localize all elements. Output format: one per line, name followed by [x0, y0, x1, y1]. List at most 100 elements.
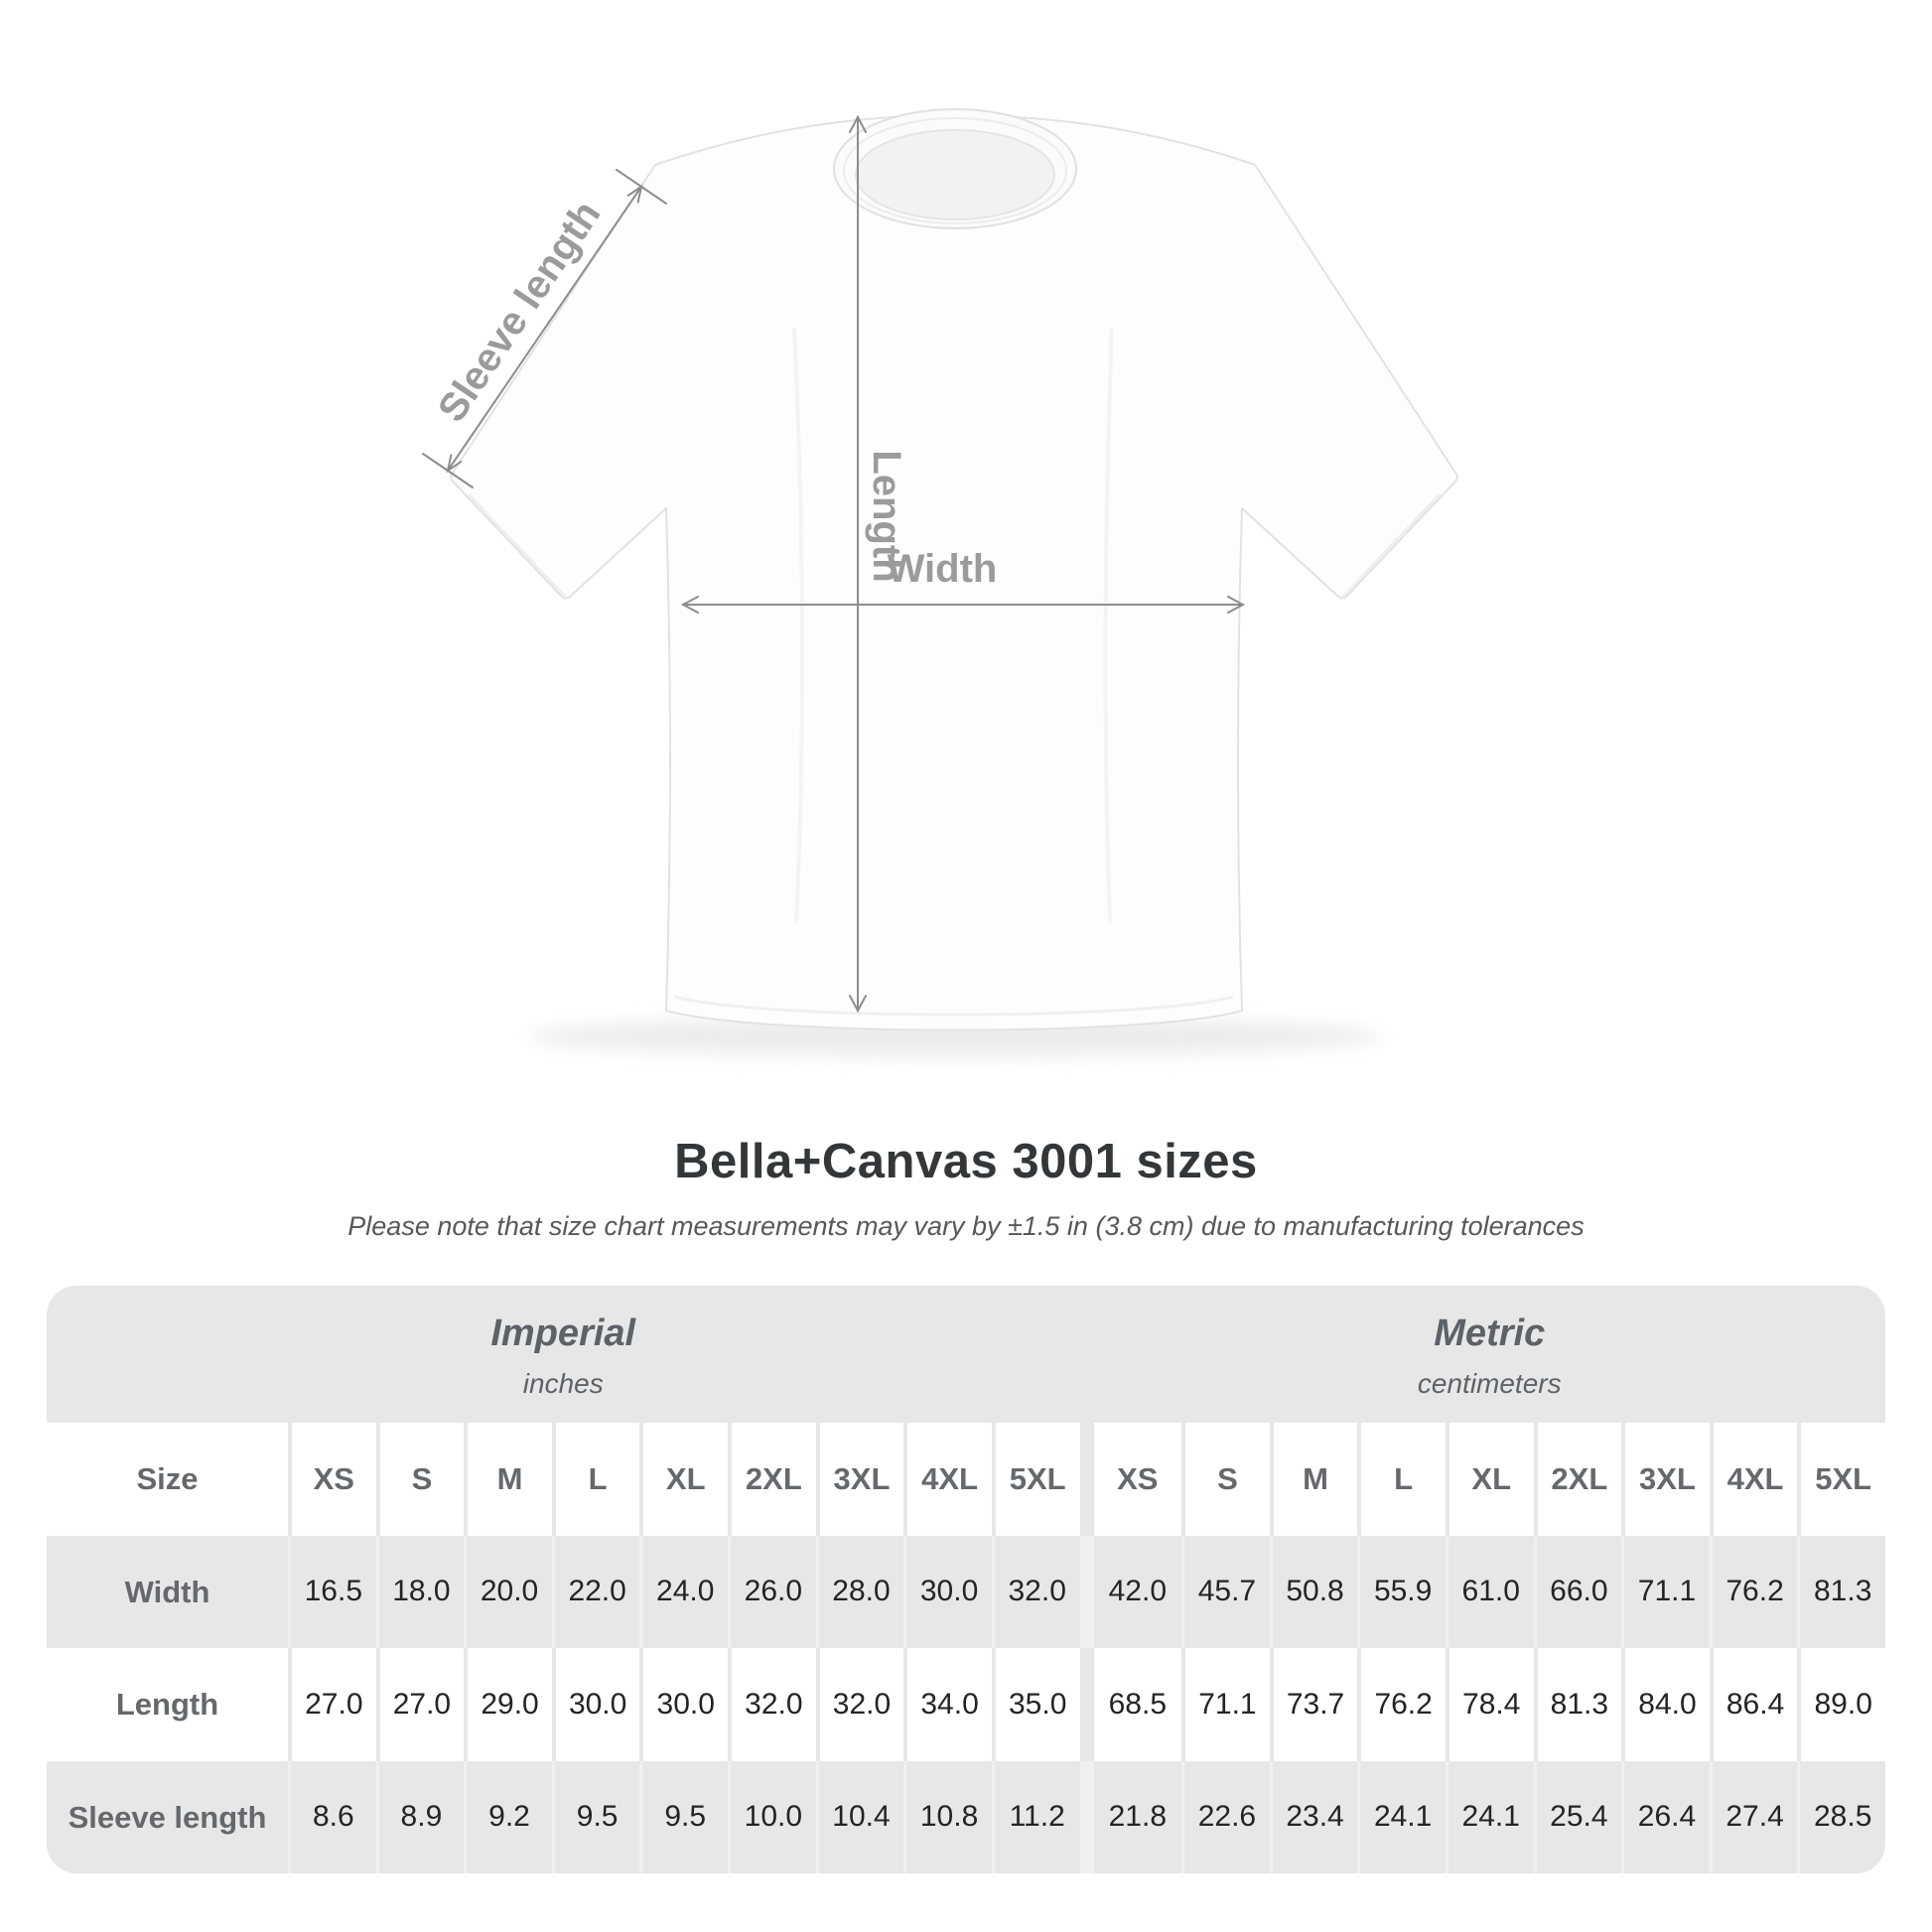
row-label: Sleeve length [47, 1760, 288, 1873]
metric-value-cell: 78.4 [1445, 1648, 1534, 1761]
metric-value-cell: 86.4 [1709, 1648, 1798, 1761]
imperial-value-cell: 18.0 [375, 1535, 465, 1648]
imperial-value-cell: 27.0 [288, 1648, 376, 1761]
size-header-cell: 5XL [1797, 1423, 1885, 1536]
imperial-value-cell: 28.0 [815, 1535, 904, 1648]
imperial-value-cell: 10.4 [815, 1760, 904, 1873]
imperial-value-cell: 10.8 [903, 1760, 992, 1873]
imperial-value-cell: 30.0 [551, 1648, 640, 1761]
metric-value-cell: 84.0 [1621, 1648, 1710, 1761]
size-header-cell: 3XL [815, 1423, 904, 1536]
size-header-cell: M [464, 1423, 552, 1536]
unit-group-unit: centimeters [1417, 1368, 1562, 1399]
imperial-value-cell: 20.0 [464, 1535, 552, 1648]
imperial-value-cell: 32.0 [991, 1535, 1080, 1648]
size-header-cell: 3XL [1621, 1423, 1710, 1536]
metric-value-cell: 81.3 [1533, 1648, 1622, 1761]
width-dimension-arrow [680, 596, 1246, 614]
collar-opening [855, 129, 1055, 220]
imperial-value-cell: 9.5 [639, 1760, 729, 1873]
unit-group-header: Metric centimeters [1094, 1286, 1886, 1423]
left-cuff-seam [467, 492, 568, 600]
metric-value-cell: 23.4 [1269, 1760, 1358, 1873]
imperial-value-cell: 24.0 [639, 1535, 729, 1648]
fabric-fold [792, 327, 805, 924]
size-header-cell: 4XL [903, 1423, 992, 1536]
metric-value-cell: 24.1 [1445, 1760, 1534, 1873]
imperial-value-cell: 11.2 [991, 1760, 1080, 1873]
unit-group-header: Imperial inches [47, 1286, 1080, 1423]
metric-value-cell: 45.7 [1181, 1535, 1270, 1648]
metric-value-cell: 21.8 [1093, 1760, 1182, 1873]
metric-value-cell: 42.0 [1093, 1535, 1182, 1648]
metric-value-cell: 71.1 [1621, 1535, 1710, 1648]
imperial-value-cell: 16.5 [288, 1535, 376, 1648]
unit-group-label: Imperial [490, 1312, 636, 1354]
size-header-cell: L [551, 1423, 640, 1536]
imperial-value-cell: 32.0 [815, 1648, 904, 1761]
row-label: Width [47, 1535, 288, 1648]
column-spacer [1079, 1760, 1094, 1873]
row-label: Length [47, 1648, 288, 1761]
column-spacer [1079, 1535, 1094, 1648]
imperial-value-cell: 29.0 [464, 1648, 552, 1761]
size-header-cell: 5XL [991, 1423, 1080, 1536]
metric-value-cell: 71.1 [1181, 1648, 1270, 1761]
length-label: Length [865, 450, 908, 582]
tshirt-diagram: Sleeve length Length Width [422, 108, 1458, 1056]
metric-value-cell: 28.5 [1797, 1760, 1885, 1873]
width-label: Width [888, 547, 998, 591]
metric-value-cell: 55.9 [1357, 1535, 1446, 1648]
metric-value-cell: 26.4 [1621, 1760, 1710, 1873]
column-spacer [1079, 1648, 1094, 1761]
tshirt-body [450, 114, 1458, 1032]
imperial-value-cell: 9.2 [464, 1760, 552, 1873]
sleeve-dimension-arrow [422, 169, 667, 488]
tolerance-note: Please note that size chart measurements… [347, 1211, 1585, 1241]
imperial-value-cell: 22.0 [551, 1535, 640, 1648]
shirt-shadow [528, 1017, 1382, 1056]
imperial-value-cell: 35.0 [991, 1648, 1080, 1761]
hem-seam [674, 995, 1234, 1017]
imperial-value-cell: 30.0 [639, 1648, 729, 1761]
fabric-fold [1103, 327, 1114, 924]
page-title: Bella+Canvas 3001 sizes [674, 1135, 1258, 1188]
size-header-cell: M [1269, 1423, 1358, 1536]
unit-group-label: Metric [1434, 1312, 1546, 1354]
column-spacer [1079, 1423, 1094, 1536]
metric-value-cell: 22.6 [1181, 1760, 1270, 1873]
size-header-cell: 4XL [1709, 1423, 1798, 1536]
metric-value-cell: 50.8 [1269, 1535, 1358, 1648]
metric-value-cell: 76.2 [1709, 1535, 1798, 1648]
unit-group-unit: inches [522, 1368, 604, 1399]
metric-value-cell: 89.0 [1797, 1648, 1885, 1761]
imperial-value-cell: 30.0 [903, 1535, 992, 1648]
metric-value-cell: 61.0 [1445, 1535, 1534, 1648]
collar-band [843, 117, 1067, 224]
right-cuff-seam [1340, 492, 1442, 600]
imperial-value-cell: 27.0 [375, 1648, 465, 1761]
imperial-value-cell: 32.0 [728, 1648, 816, 1761]
size-header-cell: 2XL [728, 1423, 816, 1536]
metric-value-cell: 27.4 [1709, 1760, 1798, 1873]
metric-value-cell: 66.0 [1533, 1535, 1622, 1648]
size-header-cell: 2XL [1533, 1423, 1622, 1536]
imperial-value-cell: 8.6 [288, 1760, 376, 1873]
size-header-cell: S [375, 1423, 465, 1536]
size-header-cell: XS [1093, 1423, 1182, 1536]
metric-value-cell: 81.3 [1797, 1535, 1885, 1648]
imperial-value-cell: 9.5 [551, 1760, 640, 1873]
size-table-grid: Imperial inches Metric centimeters Size XS S M L… [47, 1286, 1885, 1873]
imperial-value-cell: 8.9 [375, 1760, 465, 1873]
metric-value-cell: 76.2 [1357, 1648, 1446, 1761]
imperial-value-cell: 10.0 [728, 1760, 816, 1873]
length-dimension-arrow [849, 114, 867, 1014]
size-header-cell: XL [1445, 1423, 1534, 1536]
metric-value-cell: 24.1 [1357, 1760, 1446, 1873]
imperial-value-cell: 34.0 [903, 1648, 992, 1761]
size-header-cell: XS [288, 1423, 376, 1536]
size-header-cell: S [1181, 1423, 1270, 1536]
size-header-cell: XL [639, 1423, 729, 1536]
imperial-value-cell: 26.0 [728, 1535, 816, 1648]
